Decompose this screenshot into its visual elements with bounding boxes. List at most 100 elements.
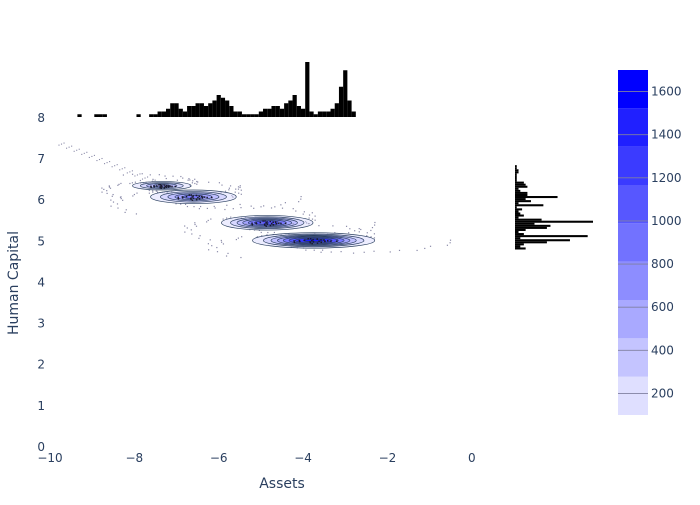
y-hist-bar bbox=[515, 165, 517, 168]
density-speck bbox=[129, 182, 131, 185]
x-hist-bar bbox=[254, 114, 259, 117]
density-speck bbox=[216, 251, 219, 253]
density-core-dot bbox=[311, 242, 313, 245]
density-speck bbox=[156, 190, 158, 192]
density-speck bbox=[266, 234, 268, 236]
density-speck bbox=[121, 168, 123, 170]
density-speck bbox=[152, 190, 154, 192]
x-hist-bar bbox=[351, 111, 356, 117]
y-tick-label: 4 bbox=[37, 275, 45, 289]
density-speck bbox=[68, 146, 70, 148]
density-speck bbox=[240, 256, 242, 259]
density-speck bbox=[109, 161, 111, 163]
density-speck bbox=[424, 247, 426, 250]
density-core-dot bbox=[265, 222, 267, 224]
density-core-dot bbox=[197, 196, 199, 199]
density-speck bbox=[60, 143, 63, 145]
density-core-dot bbox=[280, 222, 282, 225]
x-tick-label: −6 bbox=[210, 451, 228, 465]
density-speck bbox=[110, 199, 112, 201]
density-speck bbox=[208, 249, 210, 251]
density-speck bbox=[157, 184, 159, 186]
density-speck bbox=[224, 208, 226, 211]
density-speck bbox=[152, 180, 154, 182]
density-speck bbox=[182, 177, 184, 179]
density-speck bbox=[83, 152, 85, 154]
y-hist-bar bbox=[515, 237, 521, 240]
density-speck bbox=[180, 175, 182, 178]
density-speck bbox=[214, 207, 216, 209]
density-core-dot bbox=[309, 242, 312, 244]
density-speck bbox=[116, 203, 119, 205]
density-speck bbox=[320, 251, 322, 253]
density-core-dot bbox=[255, 223, 258, 225]
density-core-dot bbox=[284, 222, 287, 225]
density-speck bbox=[111, 195, 113, 197]
density-core-dot bbox=[206, 196, 208, 199]
density-core-dot bbox=[251, 222, 253, 225]
density-speck bbox=[180, 203, 182, 205]
density-core-dot bbox=[169, 185, 171, 187]
colorbar-band bbox=[618, 70, 648, 109]
density-speck bbox=[112, 201, 115, 203]
density-speck bbox=[101, 191, 103, 193]
density-speck bbox=[373, 233, 376, 235]
density-core-dot bbox=[153, 185, 155, 188]
density-speck bbox=[186, 227, 188, 229]
density-speck bbox=[109, 187, 112, 189]
density-speck bbox=[157, 191, 159, 193]
y-tick-label: 8 bbox=[37, 111, 45, 125]
density-core-dot bbox=[251, 223, 254, 226]
density-speck bbox=[332, 225, 334, 227]
density-speck bbox=[240, 207, 242, 209]
density-core-dot bbox=[150, 185, 152, 188]
density-speck bbox=[91, 155, 93, 157]
density-speck bbox=[125, 209, 127, 211]
y-hist-bar bbox=[515, 196, 558, 199]
density-speck bbox=[76, 149, 78, 151]
x-hist-bar bbox=[102, 114, 107, 117]
density-speck bbox=[135, 213, 138, 215]
y-hist-bar bbox=[515, 167, 517, 170]
density-speck bbox=[147, 176, 149, 178]
density-core-dot bbox=[275, 222, 278, 225]
density-speck bbox=[199, 235, 201, 237]
density-core-dot bbox=[316, 242, 319, 244]
y-hist-bar bbox=[515, 175, 517, 178]
y-hist-bar bbox=[515, 247, 526, 250]
density-core-dot bbox=[159, 186, 162, 189]
density-speck bbox=[88, 156, 90, 159]
x-hist-bar bbox=[229, 106, 234, 117]
density-core-dot bbox=[195, 194, 198, 197]
y-axis-ticks: 0 1 2 3 4 5 6 7 8 bbox=[37, 111, 45, 454]
density-speck bbox=[298, 201, 300, 203]
x-hist-bar bbox=[279, 108, 285, 117]
density-speck bbox=[149, 181, 151, 183]
density-speck bbox=[374, 224, 376, 226]
density-speck bbox=[103, 188, 105, 191]
density-speck bbox=[139, 179, 142, 182]
density-core-dot bbox=[203, 196, 206, 198]
x-hist-bar bbox=[241, 114, 247, 117]
density-speck bbox=[117, 207, 119, 209]
density-speck bbox=[398, 249, 401, 252]
density-core-dot bbox=[323, 239, 325, 241]
density-speck bbox=[274, 206, 276, 208]
density-speck bbox=[218, 182, 221, 184]
density-speck bbox=[194, 222, 196, 224]
density-speck bbox=[313, 249, 315, 251]
density-speck bbox=[371, 226, 374, 229]
density-speck bbox=[136, 192, 138, 194]
density-speck bbox=[164, 175, 166, 177]
y-hist-bar bbox=[515, 212, 521, 215]
density-speck bbox=[144, 177, 146, 179]
x-hist-bar bbox=[225, 100, 230, 117]
density-speck bbox=[191, 182, 193, 184]
x-hist-bar bbox=[191, 106, 196, 117]
density-speck bbox=[373, 250, 375, 252]
x-hist-bar bbox=[288, 100, 293, 117]
y-axis-title: Human Capital bbox=[6, 231, 22, 335]
density-speck bbox=[229, 185, 232, 187]
x-hist-bar bbox=[305, 62, 310, 117]
